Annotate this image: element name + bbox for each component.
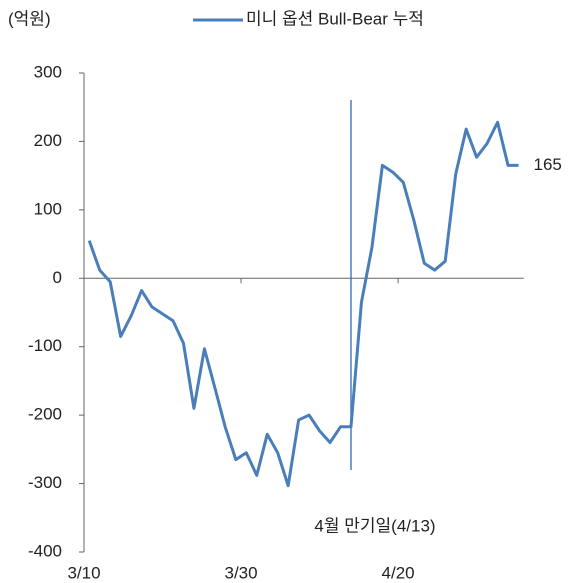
y-tick-label: 300 [34, 62, 62, 81]
y-tick-label: -100 [28, 336, 62, 355]
value-label: 165 [534, 155, 562, 174]
x-tick-label: 3/10 [67, 563, 100, 582]
y-tick-label: -300 [28, 473, 62, 492]
annotation: 4월 만기일(4/13) [314, 516, 435, 535]
y-tick-label: 200 [34, 131, 62, 150]
y-tick-label: 0 [53, 268, 62, 287]
legend-label: 미니 옵션 Bull-Bear 누적 [246, 9, 424, 28]
y-tick-label: 100 [34, 199, 62, 218]
y-tick-label: -200 [28, 405, 62, 424]
y-unit-label: (억원) [8, 9, 51, 28]
x-tick-label: 3/30 [225, 563, 258, 582]
series-line [87, 120, 519, 488]
y-tick-label: -400 [28, 541, 62, 560]
x-tick-label: 4/20 [382, 563, 415, 582]
